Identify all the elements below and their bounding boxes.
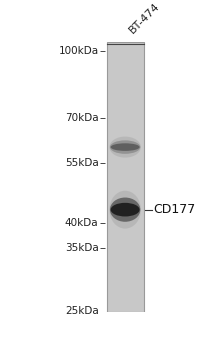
Text: 100kDa: 100kDa [58, 46, 99, 56]
Bar [107, 42, 144, 312]
Text: 25kDa: 25kDa [65, 307, 99, 316]
Text: BT-474: BT-474 [127, 1, 161, 35]
Ellipse shape [110, 140, 140, 154]
Ellipse shape [111, 143, 140, 151]
Ellipse shape [109, 191, 141, 229]
Text: 70kDa: 70kDa [65, 113, 99, 123]
Text: CD177: CD177 [153, 203, 196, 216]
Text: 40kDa: 40kDa [65, 218, 99, 228]
Text: 55kDa: 55kDa [65, 159, 99, 168]
Ellipse shape [110, 197, 140, 222]
Ellipse shape [111, 203, 140, 217]
Ellipse shape [109, 136, 141, 158]
Text: 35kDa: 35kDa [65, 243, 99, 253]
